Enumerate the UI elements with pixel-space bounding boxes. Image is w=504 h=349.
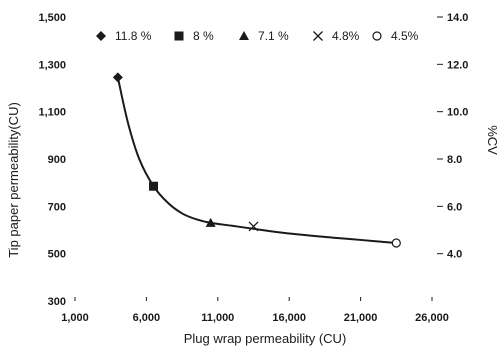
y2-tick-label: 14.0 xyxy=(447,12,468,24)
legend-label: 7.1 % xyxy=(258,29,289,43)
x-axis-ticks: 1,000 6,000 11,000 16,000 21,000 26,000 xyxy=(61,297,449,324)
y-tick-label: 700 xyxy=(48,201,66,213)
fit-curve xyxy=(116,77,397,245)
y2-tick-label: 4.0 xyxy=(447,249,462,261)
data-point-diamond xyxy=(112,72,123,83)
y-tick-label: 1,300 xyxy=(38,59,66,71)
legend-marker-square xyxy=(174,31,184,41)
y-tick-label: 900 xyxy=(48,154,66,166)
y-tick-label: 300 xyxy=(48,296,66,308)
y-axis-ticks: 300 500 700 900 1,100 1,300 1,500 xyxy=(38,12,66,308)
y2-tick-label: 12.0 xyxy=(447,59,468,71)
y-tick-label: 1,100 xyxy=(38,107,66,119)
legend-label: 4.8% xyxy=(332,29,360,43)
y2-axis-ticks: 4.0 6.0 8.0 10.0 12.0 14.0 xyxy=(437,12,468,261)
y-axis-label: Tip paper permeability(CU) xyxy=(6,102,21,258)
legend-marker-diamond xyxy=(96,31,106,41)
y2-axis-label: %CV xyxy=(485,125,500,155)
legend-label: 8 % xyxy=(193,29,214,43)
legend-marker-cross xyxy=(313,31,323,41)
x-axis-label: Plug wrap permeability (CU) xyxy=(184,331,347,346)
legend-marker-circle xyxy=(372,31,382,41)
x-tick-label: 11,000 xyxy=(201,312,234,324)
x-tick-label: 16,000 xyxy=(272,312,306,324)
data-points xyxy=(112,72,401,248)
x-tick-label: 26,000 xyxy=(415,312,449,324)
x-tick-label: 6,000 xyxy=(133,312,161,324)
legend-label: 11.8 % xyxy=(115,29,152,43)
y-tick-label: 500 xyxy=(48,249,66,261)
fit-curve-layer xyxy=(116,77,397,245)
y-tick-label: 1,500 xyxy=(38,12,66,24)
legend: 11.8 % 8 % 7.1 % 4.8% 4.5% xyxy=(96,29,419,43)
data-point-square xyxy=(149,181,159,191)
y2-tick-label: 6.0 xyxy=(447,201,462,213)
x-tick-label: 1,000 xyxy=(61,312,89,324)
data-point-circle xyxy=(391,238,401,248)
y2-tick-label: 10.0 xyxy=(447,107,468,119)
legend-label: 4.5% xyxy=(391,29,419,43)
data-point-triangle xyxy=(205,217,216,227)
legend-marker-triangle xyxy=(239,31,249,40)
data-point-cross xyxy=(248,221,259,232)
x-tick-label: 21,000 xyxy=(344,312,378,324)
y2-tick-label: 8.0 xyxy=(447,154,462,166)
